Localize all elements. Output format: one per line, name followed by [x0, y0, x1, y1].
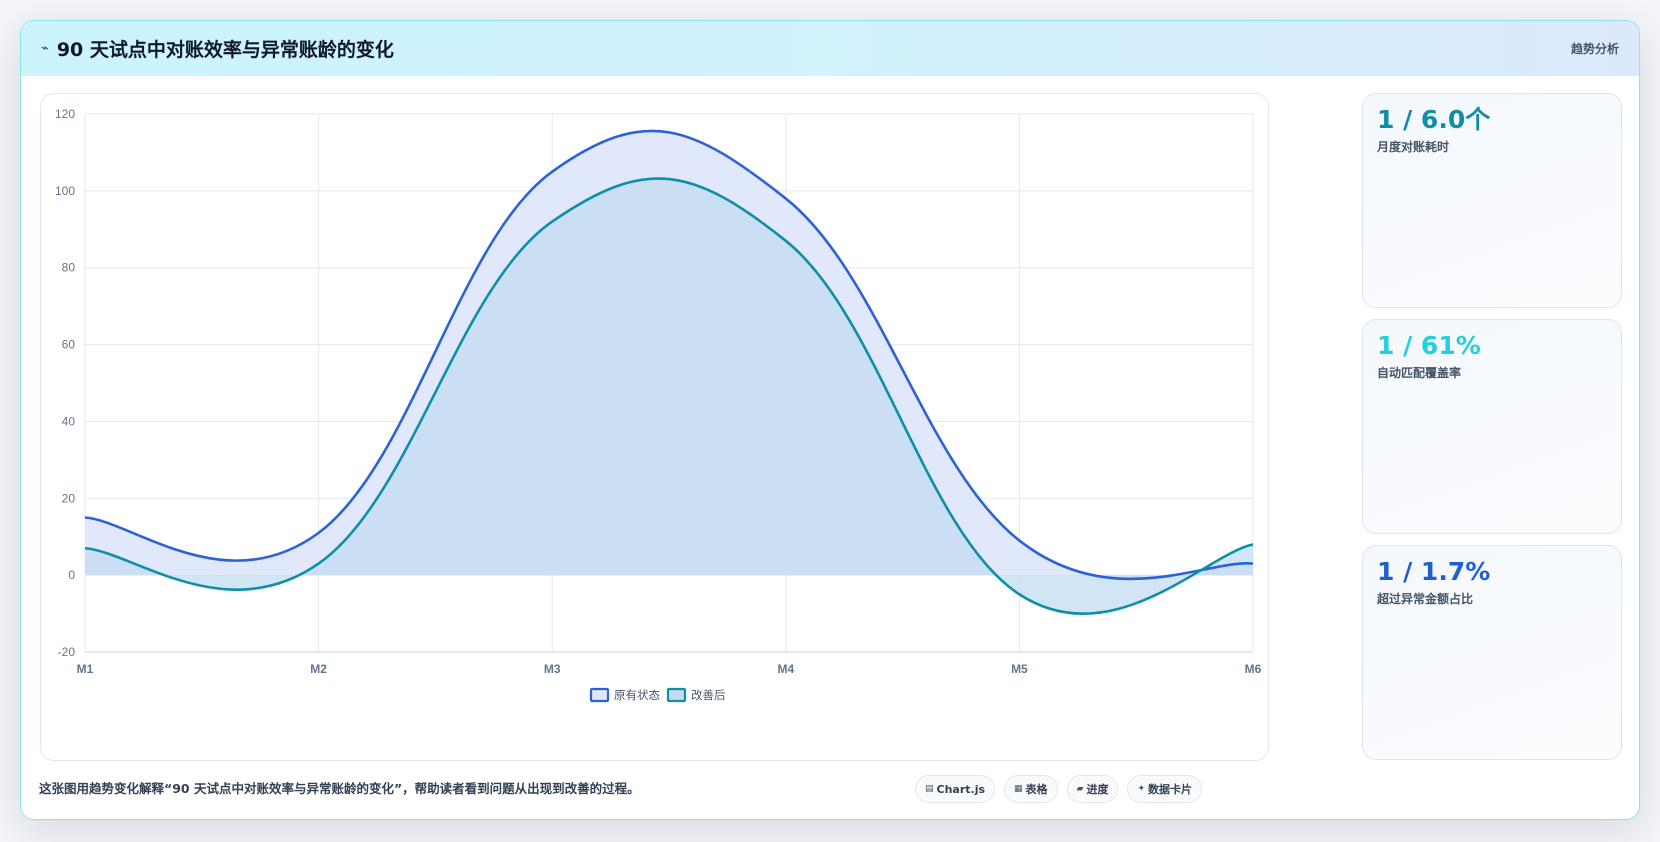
analysis-tag[interactable]: 趋势分析 [1570, 42, 1619, 56]
chip-list: ▤ Chart.js ▦ 表格 ▰ 进度 ✦ 数据卡片 [915, 775, 1203, 803]
legend-label: 改善后 [691, 688, 726, 702]
card-icon: ✦ [1137, 784, 1146, 794]
y-tick-label: 20 [62, 491, 76, 505]
stat-label: 月度对账耗时 [1377, 140, 1450, 154]
series-line [84, 129, 1254, 581]
y-tick-label: 100 [55, 184, 75, 198]
x-tick-label: M3 [544, 662, 561, 676]
chart-caption: 这张图用趋势变化解释“90 天试点中对账效率与异常账龄的变化”，帮助读者看到问题… [39, 781, 640, 796]
chip-progress[interactable]: ▰ 进度 [1066, 775, 1119, 803]
title-wrap: ⌁ 90 天试点中对账效率与异常账龄的变化 [41, 35, 394, 62]
chip-label: 表格 [1025, 783, 1048, 796]
x-tick-label: M4 [777, 662, 794, 676]
y-tick-label: -20 [58, 645, 76, 659]
stat-label: 自动匹配覆盖率 [1377, 366, 1462, 380]
stat-value: 1 / 61% [1377, 331, 1481, 360]
legend-swatch [666, 687, 687, 703]
chart-card: -20 0 20 40 60 80 100 120 M1 M2 M3 M4 M5 M6 原有状态 改善后 [40, 93, 1269, 761]
page-title: 90 天试点中对账效率与异常账龄的变化 [56, 39, 394, 61]
x-tick-label: M1 [77, 662, 94, 676]
area-chart: -20 0 20 40 60 80 100 120 M1 M2 M3 M4 M5 M6 原有状态 改善后 [55, 107, 1262, 703]
stat-card-reconcile-time: 1 / 6.0个 月度对账耗时 [1362, 93, 1622, 308]
trend-panel: ⌁ 90 天试点中对账效率与异常账龄的变化 趋势分析 -20 0 20 40 60 80 1… [20, 20, 1640, 820]
series-area [85, 178, 1253, 614]
x-tick-label: M5 [1011, 662, 1028, 676]
y-tick-label: 40 [62, 414, 76, 428]
chip-data-card[interactable]: ✦ 数据卡片 [1127, 775, 1203, 803]
stat-label: 超过异常金额占比 [1377, 592, 1474, 606]
y-tick-label: 0 [68, 568, 75, 582]
stat-card-auto-match: 1 / 61% 自动匹配覆盖率 [1362, 319, 1622, 534]
stat-value: 1 / 6.0个 [1377, 105, 1491, 134]
chip-label: Chart.js [936, 782, 986, 796]
chip-chartjs[interactable]: ▤ Chart.js [915, 775, 996, 803]
chip-table[interactable]: ▦ 表格 [1004, 775, 1058, 803]
chart-icon: ▤ [925, 784, 934, 794]
chip-label: 数据卡片 [1148, 783, 1193, 796]
stat-card-exception-ratio: 1 / 1.7% 超过异常金额占比 [1362, 545, 1622, 760]
y-tick-label: 120 [55, 107, 75, 121]
progress-icon: ▰ [1076, 784, 1084, 794]
legend-swatch [589, 687, 610, 703]
y-tick-label: 60 [62, 338, 76, 352]
y-tick-label: 80 [62, 261, 76, 275]
stat-value: 1 / 1.7% [1377, 557, 1491, 586]
legend-label: 原有状态 [614, 688, 660, 702]
x-tick-label: M2 [310, 662, 327, 676]
chip-label: 进度 [1086, 783, 1109, 796]
series-line [84, 177, 1254, 615]
trend-icon: ⌁ [41, 41, 49, 56]
panel-header: ⌁ 90 天试点中对账效率与异常账龄的变化 趋势分析 [21, 21, 1639, 76]
x-tick-label: M6 [1245, 662, 1262, 676]
table-icon: ▦ [1014, 784, 1023, 794]
